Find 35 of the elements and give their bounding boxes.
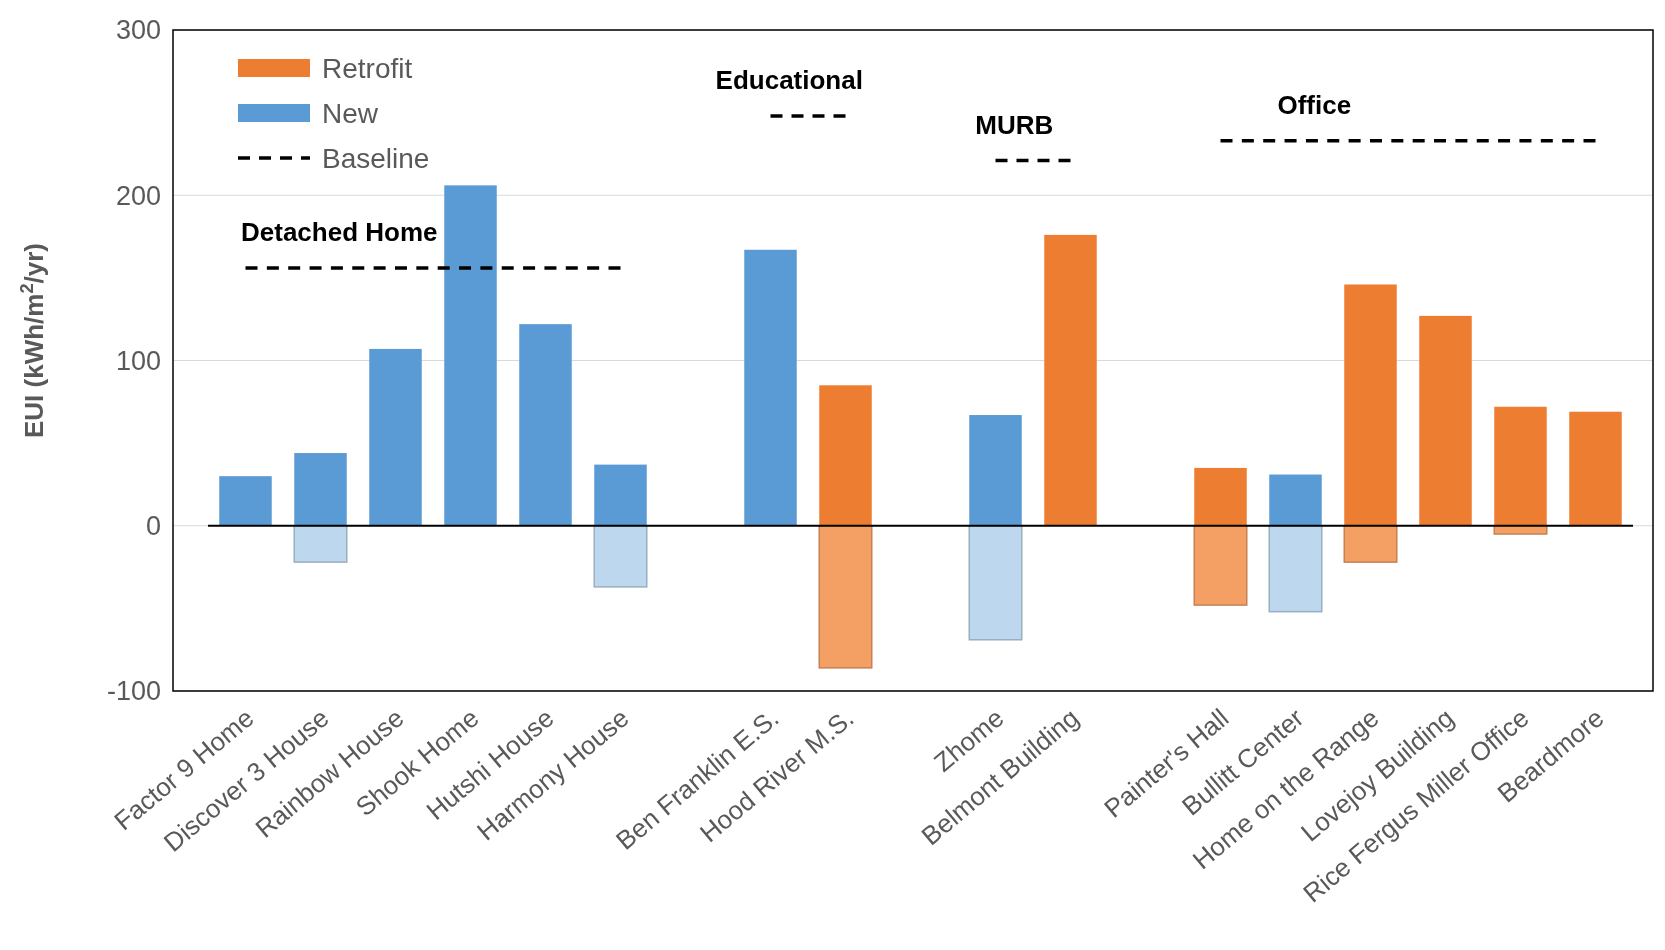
y-tick-label: 0 xyxy=(145,511,161,542)
bar xyxy=(968,525,1023,641)
bar xyxy=(593,525,648,588)
bar xyxy=(744,249,797,526)
y-tick-label: 200 xyxy=(115,180,161,211)
bar xyxy=(818,525,873,669)
y-tick-label: 300 xyxy=(115,15,161,46)
bar xyxy=(1419,315,1472,526)
bar xyxy=(1268,525,1323,613)
bar xyxy=(293,525,348,563)
annotation: Educational xyxy=(715,65,863,96)
bar xyxy=(294,453,347,526)
bar xyxy=(1344,284,1397,526)
bar xyxy=(219,476,272,526)
legend-label: Retrofit xyxy=(322,52,413,84)
legend-label: Baseline xyxy=(322,142,430,174)
bar xyxy=(1569,411,1622,526)
y-tick-label: 100 xyxy=(115,345,161,376)
annotation: Office xyxy=(1277,89,1352,120)
bar xyxy=(1194,467,1247,526)
bar xyxy=(1269,474,1322,526)
bar xyxy=(1494,406,1547,526)
bar xyxy=(1193,525,1248,606)
bar xyxy=(1044,234,1097,526)
legend-label: New xyxy=(322,97,379,129)
bar xyxy=(594,464,647,526)
bar xyxy=(819,385,872,526)
bar xyxy=(969,415,1022,526)
bar xyxy=(369,348,422,526)
annotation: Detached Home xyxy=(241,217,438,248)
bar xyxy=(1343,525,1398,563)
annotation: MURB xyxy=(975,109,1054,140)
bar xyxy=(444,185,497,526)
y-tick-label: -100 xyxy=(106,676,161,707)
bar xyxy=(519,324,572,526)
